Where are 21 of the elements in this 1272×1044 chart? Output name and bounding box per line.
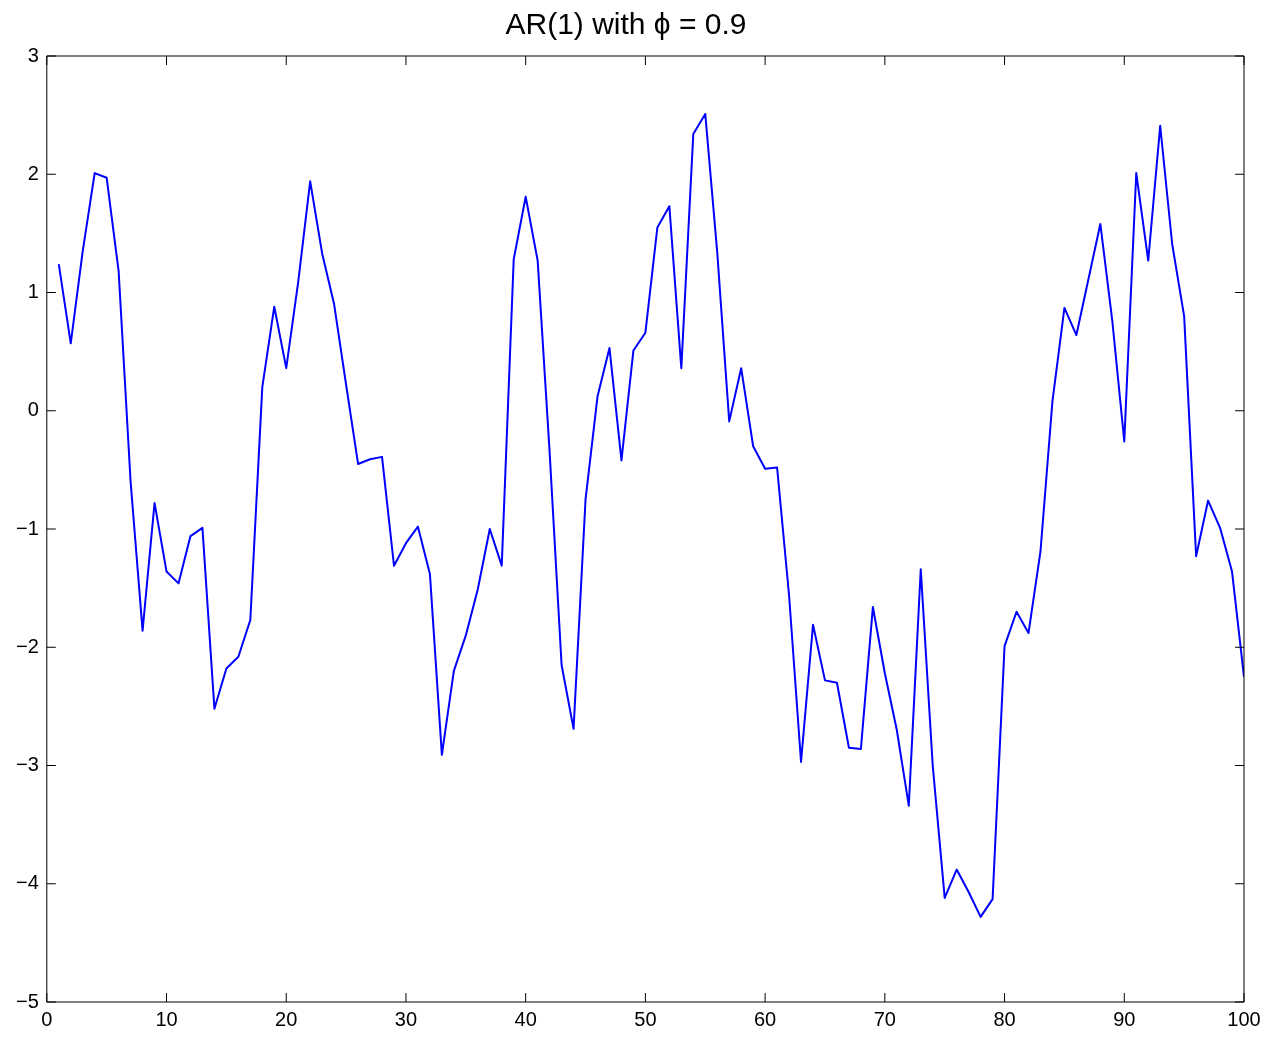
y-tick-label: 3 xyxy=(27,43,39,66)
y-tick-label: −4 xyxy=(15,871,39,894)
x-tick-label: 20 xyxy=(275,1007,298,1030)
x-tick-label: 0 xyxy=(41,1007,53,1030)
y-tick-label: −1 xyxy=(15,516,39,539)
y-tick-label: 2 xyxy=(27,161,39,184)
x-tick-label: 40 xyxy=(514,1007,537,1030)
x-tick-label: 50 xyxy=(634,1007,657,1030)
y-tick-label: −5 xyxy=(15,989,39,1012)
y-tick-label: 0 xyxy=(27,398,39,421)
x-tick-label: 70 xyxy=(873,1007,896,1030)
x-tick-label: 60 xyxy=(754,1007,777,1030)
y-tick-label: −3 xyxy=(15,753,39,776)
y-tick-label: −2 xyxy=(15,634,39,657)
x-tick-label: 90 xyxy=(1113,1007,1136,1030)
x-tick-label: 80 xyxy=(993,1007,1016,1030)
x-tick-label: 30 xyxy=(394,1007,418,1030)
x-tick-label: 100 xyxy=(1227,1007,1261,1030)
y-tick-label: 1 xyxy=(27,280,39,303)
chart-title: AR(1) with ϕ = 0.9 xyxy=(505,7,747,41)
x-tick-label: 10 xyxy=(155,1007,178,1030)
